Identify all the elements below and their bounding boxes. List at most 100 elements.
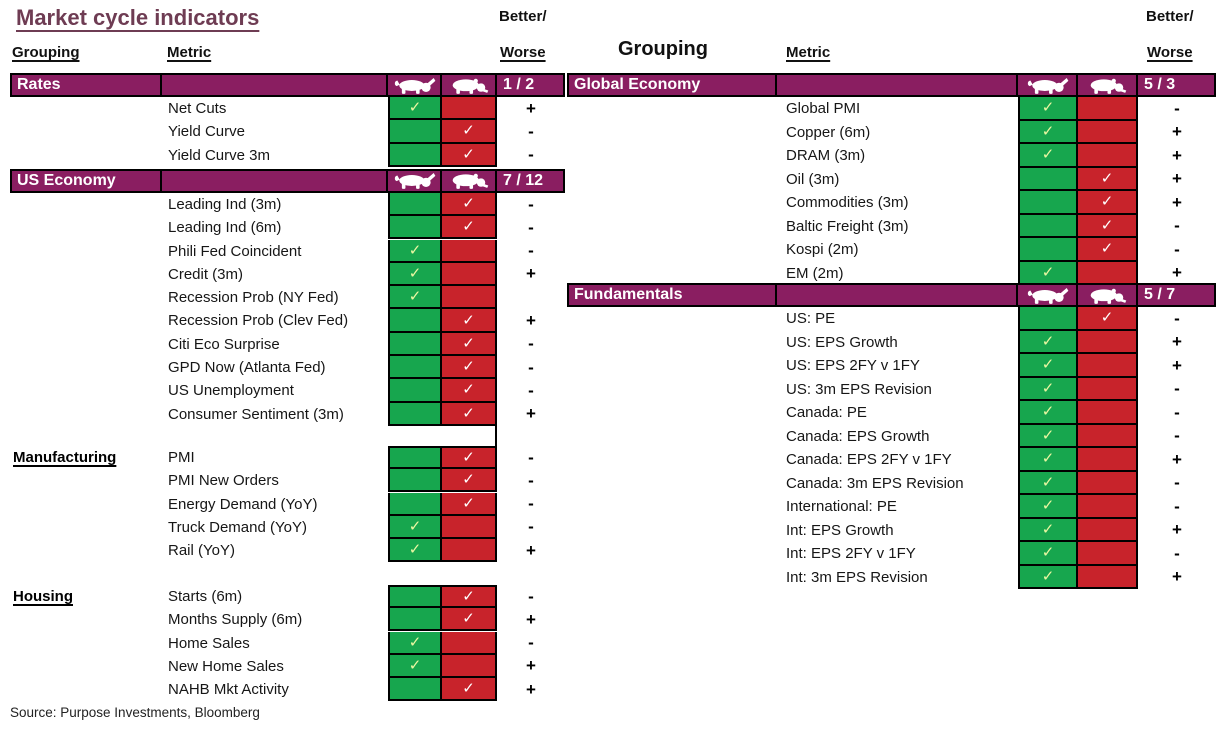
trend-indicator: + bbox=[1172, 192, 1182, 212]
trend-indicator: - bbox=[1174, 98, 1180, 118]
bull-icon bbox=[388, 75, 442, 95]
column-divider bbox=[440, 170, 442, 191]
bear-cell: ✓ bbox=[442, 584, 497, 609]
bear-cell bbox=[442, 631, 497, 655]
check-icon: ✓ bbox=[462, 218, 475, 236]
section-title: Global Economy bbox=[574, 76, 701, 93]
check-icon: ✓ bbox=[462, 610, 475, 628]
check-icon: ✓ bbox=[1041, 450, 1055, 468]
check-icon: ✓ bbox=[462, 471, 475, 489]
bull-cell bbox=[1018, 307, 1078, 331]
table-row: Yield Curve ✓ - bbox=[10, 120, 565, 144]
metric-label: Int: 3m EPS Revision bbox=[786, 568, 928, 586]
bear-icon bbox=[1078, 285, 1138, 305]
bull-cell: ✓ bbox=[388, 539, 442, 563]
table-row: Copper (6m) ✓ + bbox=[567, 120, 1216, 144]
column-divider bbox=[1016, 285, 1018, 305]
column-header-metric-right: Metric bbox=[786, 44, 831, 61]
trend-indicator: + bbox=[1172, 355, 1182, 375]
bear-cell bbox=[442, 515, 497, 540]
bear-cell: ✓ bbox=[442, 402, 497, 426]
bull-cell: ✓ bbox=[388, 286, 442, 310]
trend-indicator: - bbox=[1174, 496, 1180, 516]
trend-indicator: + bbox=[526, 98, 536, 118]
table-row: Citi Eco Surprise ✓ - bbox=[10, 332, 565, 356]
trend-indicator: + bbox=[526, 609, 536, 629]
table-row: Canada: 3m EPS Revision ✓ - bbox=[567, 471, 1216, 495]
metric-label: DRAM (3m) bbox=[786, 147, 866, 164]
trend-indicator: - bbox=[528, 217, 534, 237]
bull-cell: ✓ bbox=[388, 515, 442, 540]
bear-cell bbox=[1078, 518, 1138, 542]
check-icon: ✓ bbox=[1041, 356, 1055, 374]
trend-indicator: + bbox=[1172, 332, 1182, 352]
bull-cell: ✓ bbox=[388, 631, 442, 655]
metric-label: US: EPS 2FY v 1FY bbox=[786, 357, 920, 374]
table-row: Consumer Sentiment (3m) ✓ + bbox=[10, 402, 565, 426]
bear-cell: ✓ bbox=[442, 143, 497, 167]
column-header-grouping-right: Grouping bbox=[618, 38, 708, 60]
bull-cell bbox=[388, 445, 442, 470]
metric-label: Rail (YoY) bbox=[168, 542, 235, 560]
bull-cell bbox=[388, 143, 442, 167]
metric-label: EM (2m) bbox=[786, 264, 844, 282]
table-row: New Home Sales ✓ + bbox=[10, 654, 565, 679]
check-icon: ✓ bbox=[462, 145, 475, 163]
bull-cell: ✓ bbox=[1018, 565, 1078, 589]
bear-cell bbox=[1078, 401, 1138, 425]
trend-indicator: - bbox=[528, 121, 534, 141]
metric-label: Oil (3m) bbox=[786, 170, 840, 188]
metric-label: Baltic Freight (3m) bbox=[786, 217, 909, 235]
trend-indicator: + bbox=[1172, 122, 1182, 142]
column-divider bbox=[1076, 75, 1078, 95]
trend-indicator: - bbox=[528, 194, 534, 214]
table-row: US: 3m EPS Revision ✓ - bbox=[567, 377, 1216, 401]
table-row: Canada: EPS Growth ✓ - bbox=[567, 424, 1216, 448]
column-header-worse-left: Worse bbox=[500, 44, 546, 61]
check-icon: ✓ bbox=[1041, 146, 1055, 164]
bear-cell: ✓ bbox=[442, 120, 497, 144]
source-note: Source: Purpose Investments, Bloomberg bbox=[10, 705, 260, 720]
table-row: GPD Now (Atlanta Fed) ✓ - bbox=[10, 356, 565, 380]
check-icon: ✓ bbox=[1041, 122, 1055, 140]
table-row: US: PE ✓ - bbox=[567, 307, 1216, 331]
column-divider bbox=[1136, 285, 1138, 305]
column-header-better-left: Better/ bbox=[499, 8, 547, 25]
bear-cell: ✓ bbox=[1078, 191, 1138, 215]
trend-indicator: - bbox=[1174, 543, 1180, 563]
score-badge: 5 / 7 bbox=[1144, 286, 1176, 303]
section-title: Rates bbox=[17, 76, 61, 93]
column-divider bbox=[440, 75, 442, 95]
section-header-bar: Fundamentals 5 / 7 bbox=[567, 283, 1216, 307]
bull-cell bbox=[388, 584, 442, 609]
trend-indicator: + bbox=[1172, 169, 1182, 189]
metric-label: Yield Curve bbox=[168, 123, 245, 141]
metric-label: US: EPS Growth bbox=[786, 333, 898, 351]
trend-indicator: - bbox=[528, 241, 534, 261]
bear-cell: ✓ bbox=[1078, 214, 1138, 238]
check-icon: ✓ bbox=[1041, 263, 1055, 281]
bear-cell bbox=[1078, 495, 1138, 519]
bear-cell: ✓ bbox=[1078, 307, 1138, 331]
bull-cell: ✓ bbox=[388, 97, 442, 121]
bull-cell: ✓ bbox=[1018, 354, 1078, 378]
bear-cell bbox=[1078, 448, 1138, 472]
check-icon: ✓ bbox=[462, 381, 475, 399]
metric-label: Starts (6m) bbox=[168, 587, 243, 605]
metric-label: Canada: EPS Growth bbox=[786, 427, 930, 445]
trend-indicator: + bbox=[1172, 449, 1182, 469]
table-row: Oil (3m) ✓ + bbox=[567, 167, 1216, 191]
check-icon: ✓ bbox=[1100, 193, 1114, 211]
trend-indicator: + bbox=[1172, 263, 1182, 283]
right-indicators-table: Global Economy 5 / 3 Global PMI ✓ - Copper (6… bbox=[567, 73, 1216, 589]
bull-cell bbox=[388, 608, 442, 632]
bull-cell bbox=[388, 492, 442, 516]
check-icon: ✓ bbox=[408, 264, 422, 282]
metric-label: US: 3m EPS Revision bbox=[786, 380, 932, 398]
bear-icon bbox=[442, 75, 497, 95]
table-row: EM (2m) ✓ + bbox=[567, 261, 1216, 285]
bear-cell: ✓ bbox=[442, 608, 497, 632]
table-row: Phili Fed Coincident ✓ - bbox=[10, 239, 565, 263]
trend-indicator: + bbox=[1172, 145, 1182, 165]
bear-cell bbox=[1078, 261, 1138, 285]
